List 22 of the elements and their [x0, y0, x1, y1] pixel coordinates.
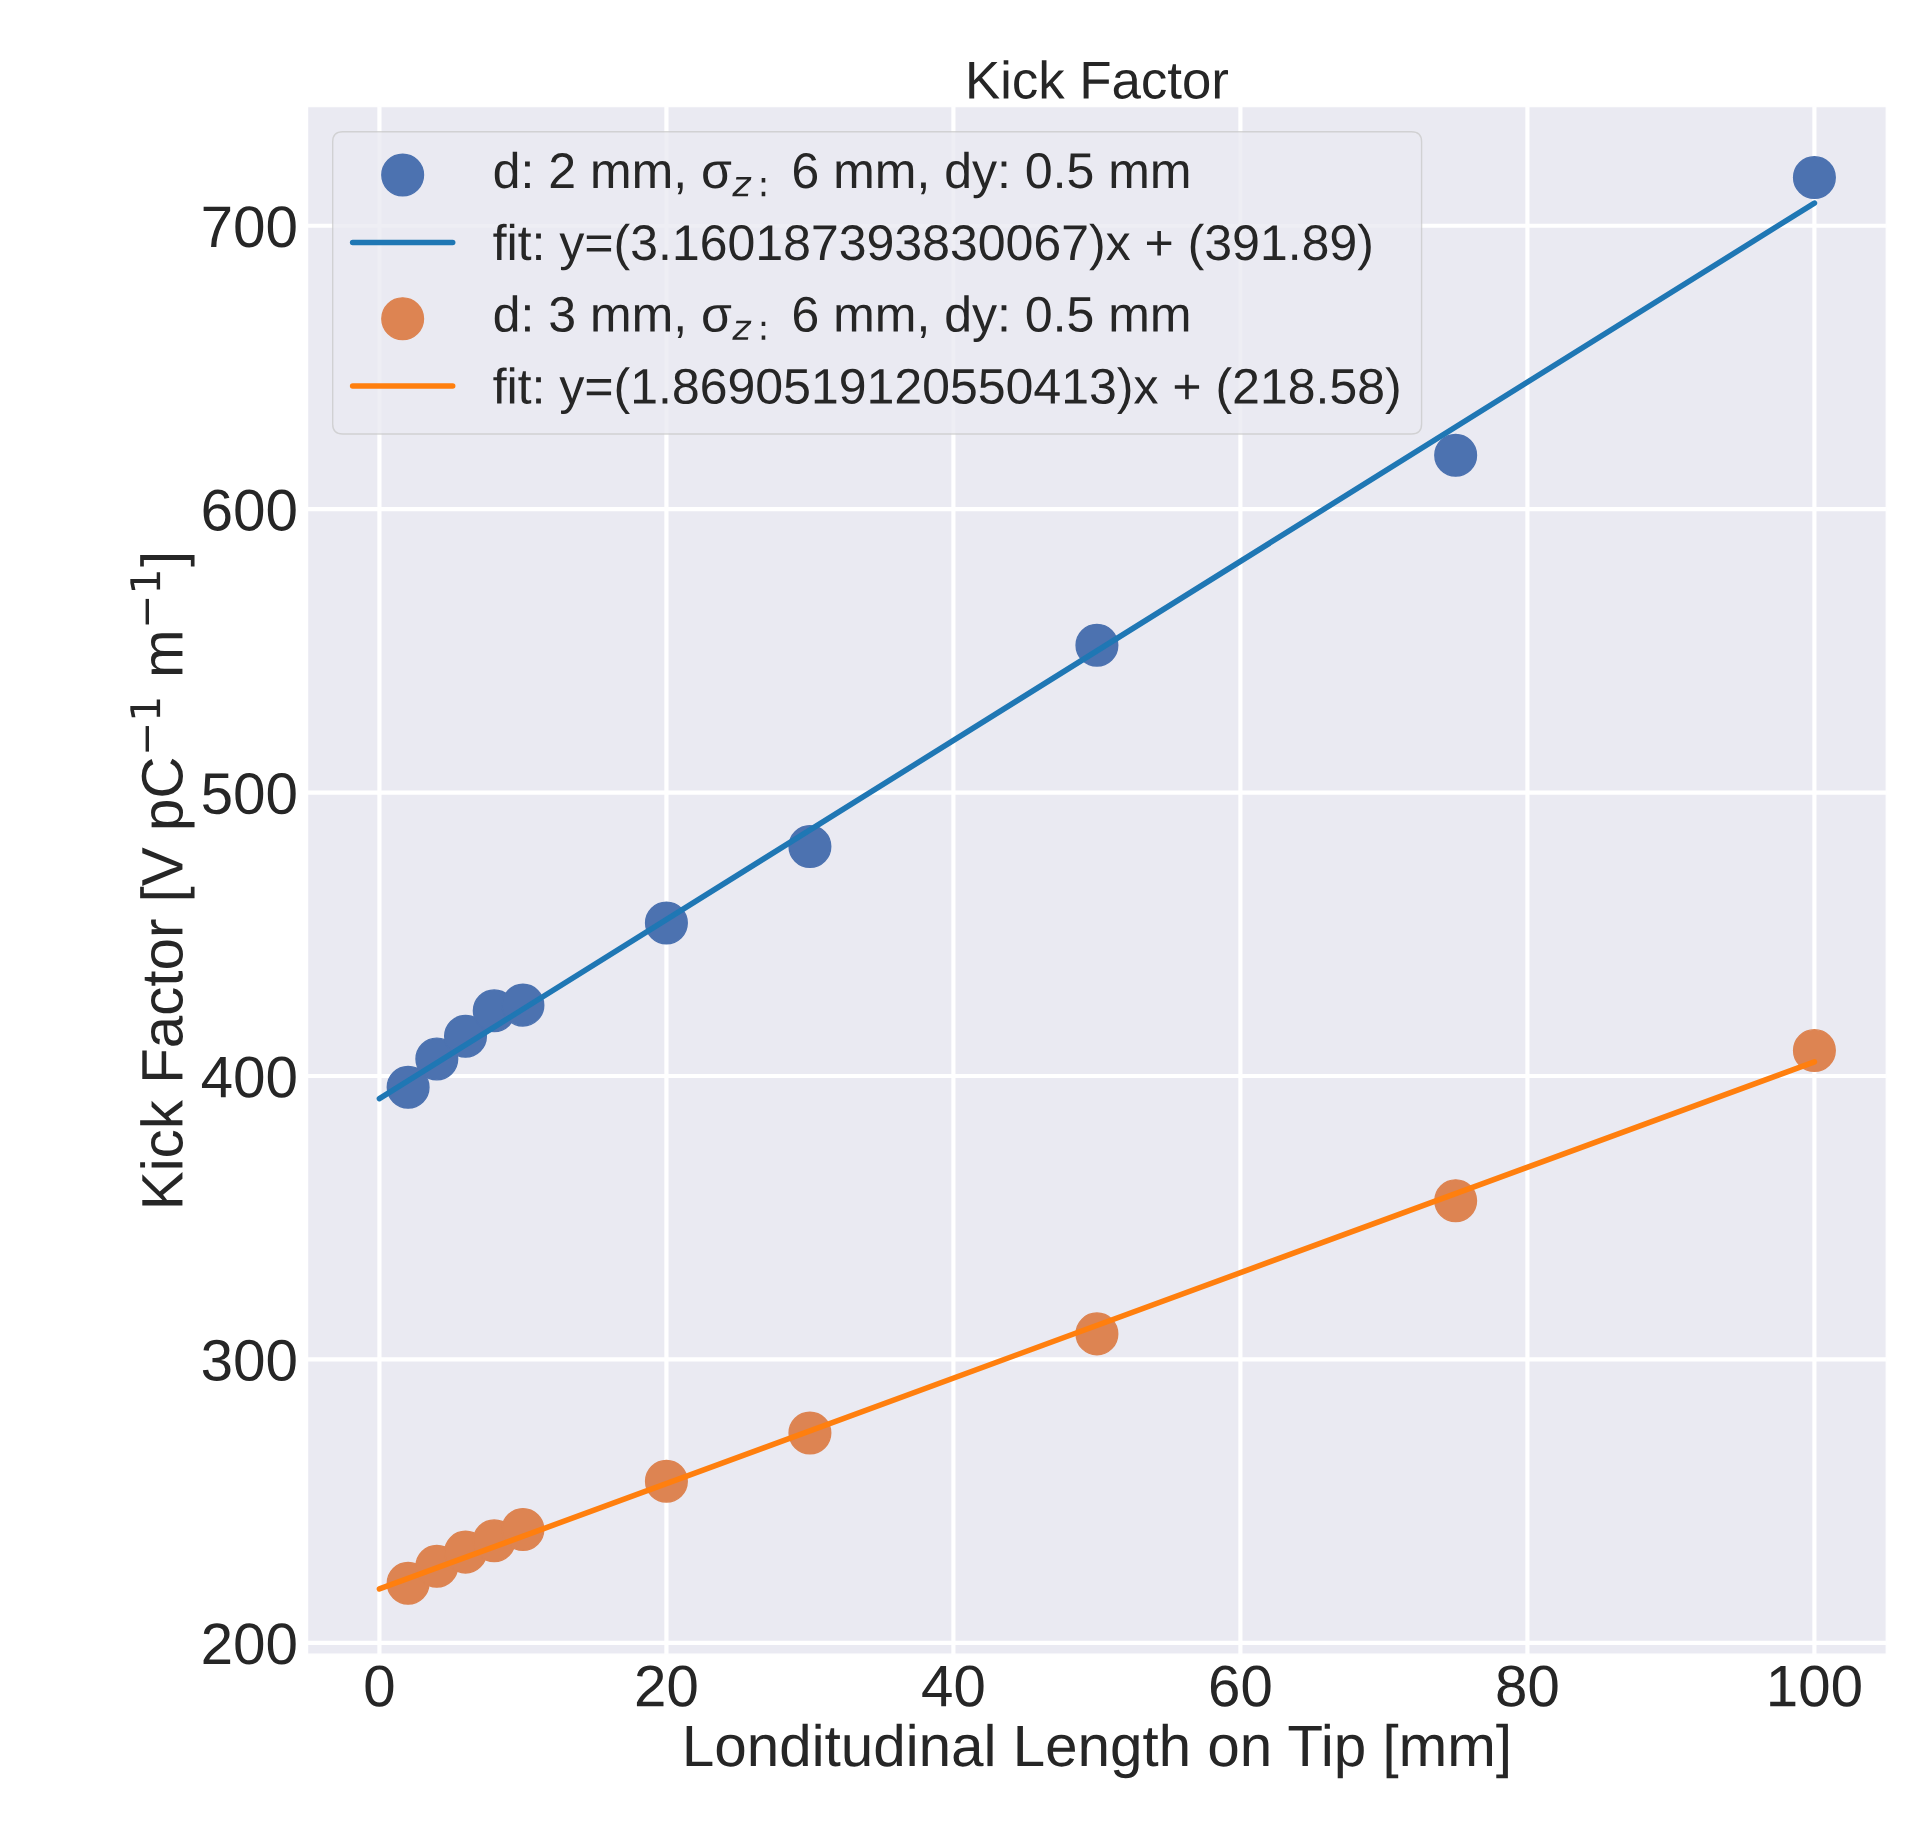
x-tick-label: 100: [1770, 1665, 1861, 1707]
point: [1792, 1028, 1836, 1073]
x-tick-label: 80: [1497, 1665, 1558, 1707]
y-tick-label: 400: [201, 1056, 296, 1098]
y-tick-label: 200: [203, 1623, 296, 1665]
y-tick-label: 300: [202, 1339, 296, 1382]
x-tick-label: 0: [365, 1665, 394, 1707]
x-tick-label: 20: [636, 1665, 697, 1707]
x-tick-label: 60: [1210, 1665, 1271, 1707]
y-tick-label: 600: [203, 489, 296, 531]
chart-title: Kick Factor: [969, 60, 1229, 99]
legend-label: fit: y=(3.160187393830067)x + (391.89): [493, 223, 1371, 271]
x-axis-title: Londitudinal Length on Tip [mm]: [686, 1723, 1508, 1779]
y-axis-title: Kick Factor [V pC$^{−1}$ m$^{−1}$]: [130, 554, 195, 1206]
y-tick-label: 700: [203, 206, 296, 248]
legend-label: d: 3 mm, σ$_{z:}$ 6 mm, dy: 0.5 mm: [494, 295, 1189, 342]
legend-label: d: 2 mm, σ$_{z:}$ 6 mm, dy: 0.5 mm: [494, 151, 1189, 199]
x-tick-label: 40: [922, 1665, 984, 1707]
point: [1434, 433, 1478, 477]
point: [1792, 156, 1836, 200]
y-tick-label: 500: [202, 772, 296, 815]
legend-label: fit: y=(1.8690519120550413)x + (218.58): [493, 367, 1399, 414]
